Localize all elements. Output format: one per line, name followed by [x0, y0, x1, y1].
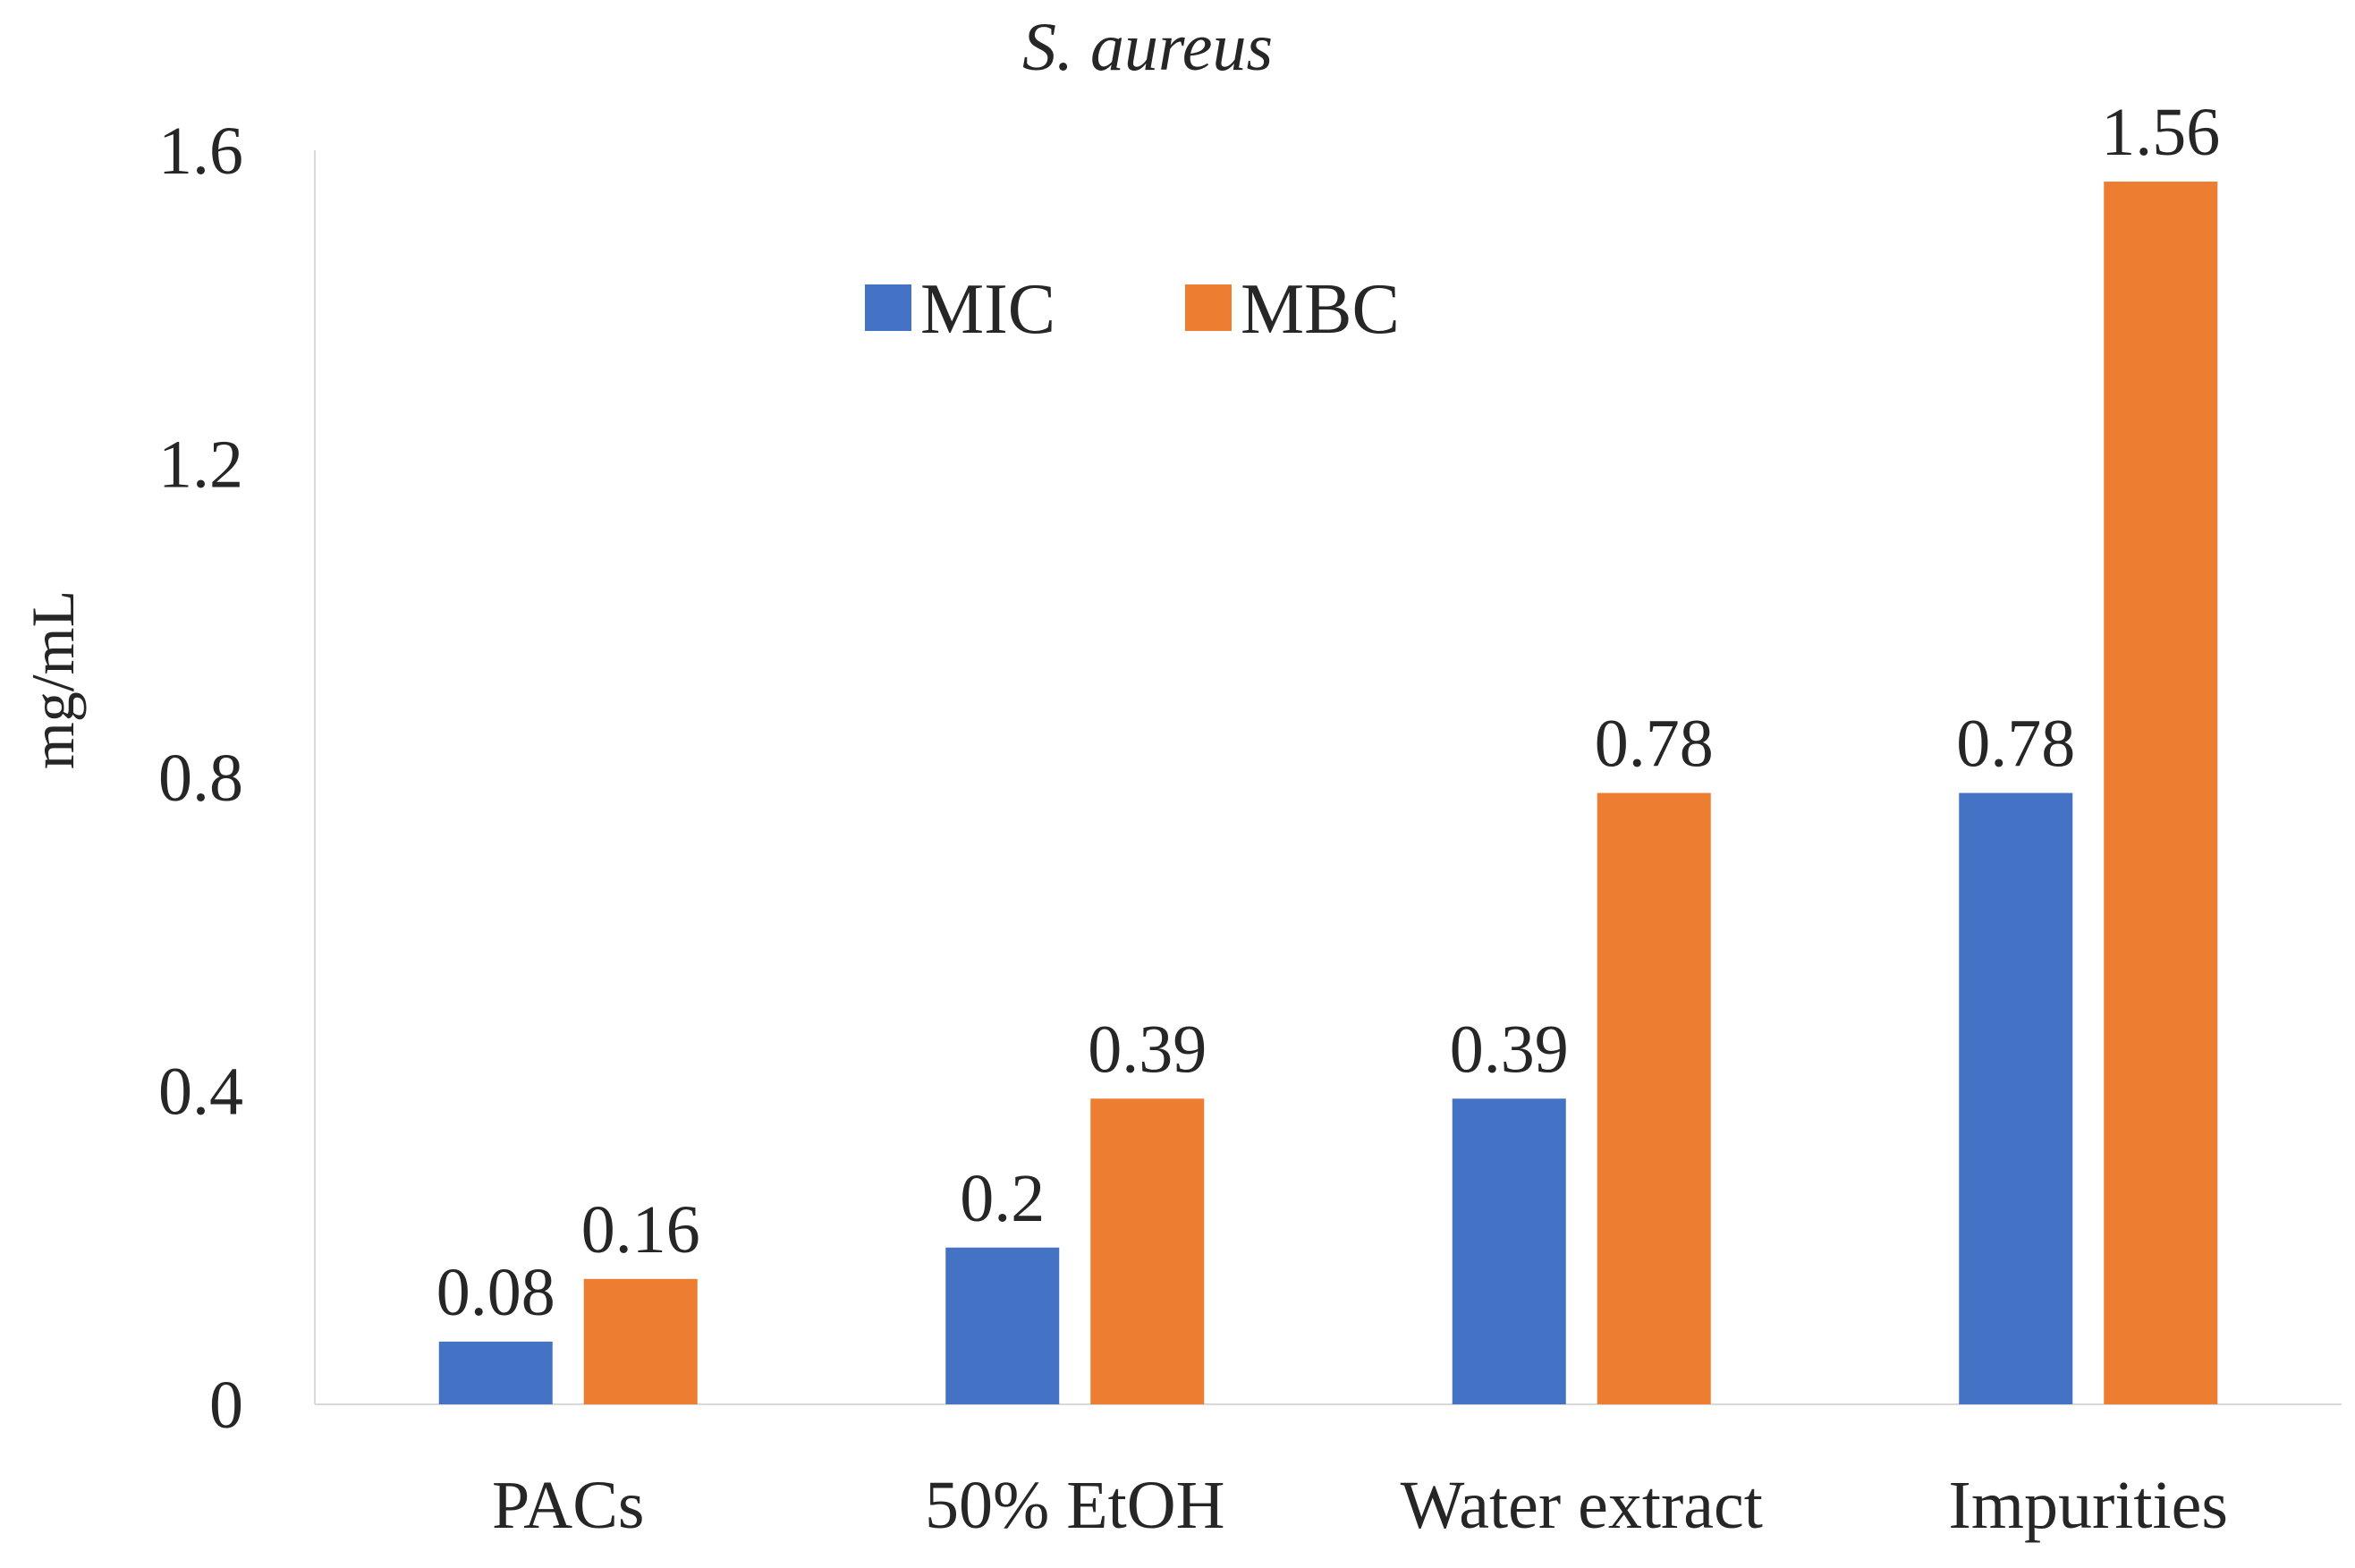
chart-title: S. aureus [1022, 10, 1273, 85]
bar-mic-1 [945, 1247, 1060, 1404]
data-label: 0.78 [1956, 707, 2075, 782]
bar-mic-3 [1959, 792, 2073, 1404]
data-label: 0.16 [581, 1192, 700, 1267]
y-axis-label: mg/mL [19, 590, 87, 769]
data-label: 0.78 [1595, 707, 1714, 782]
data-label: 1.56 [2101, 95, 2220, 170]
legend: MIC MBC [865, 270, 1400, 349]
x-tick-label: Water extract [1401, 1468, 1763, 1543]
bar-mbc-1 [1090, 1098, 1205, 1404]
bar-mic-2 [1452, 1098, 1566, 1404]
y-tick-label: 0.4 [158, 1055, 243, 1130]
data-label: 0.08 [436, 1255, 555, 1330]
x-tick-label: PACs [492, 1468, 644, 1543]
legend-label-mbc: MBC [1241, 270, 1400, 349]
bar-mbc-3 [2104, 182, 2218, 1404]
legend-swatch-mic [865, 284, 911, 331]
y-tick-label: 1.6 [158, 114, 243, 189]
y-tick-label: 1.2 [158, 428, 243, 503]
data-label: 0.39 [1088, 1012, 1207, 1087]
plot-area: 0 0.4 0.8 1.2 1.6 PACs 0.08 0.16 50% EtOH 0.2 0.39… [158, 95, 2342, 1543]
y-tick-label: 0 [209, 1368, 243, 1443]
y-tick-label: 0.8 [158, 741, 243, 816]
x-tick-label: 50% EtOH [925, 1468, 1225, 1543]
x-tick-label: Impurities [1949, 1468, 2228, 1543]
bar-mic-0 [438, 1341, 553, 1404]
bar-mbc-2 [1597, 792, 1711, 1404]
bar-mbc-0 [583, 1278, 698, 1404]
legend-label-mic: MIC [920, 270, 1055, 349]
data-label: 0.2 [960, 1161, 1045, 1236]
data-label: 0.39 [1450, 1012, 1569, 1087]
legend-swatch-mbc [1185, 284, 1232, 331]
